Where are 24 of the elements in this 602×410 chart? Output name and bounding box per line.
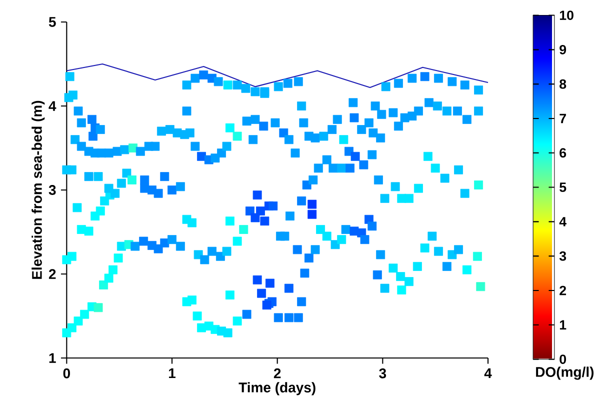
x-tick-label: 0 xyxy=(63,368,70,378)
color-bar-label: 1 xyxy=(560,320,566,330)
color-bar-label: 4 xyxy=(559,217,566,226)
y-tick-label: 2 xyxy=(48,269,56,279)
x-tick-label: 2 xyxy=(274,368,281,378)
x-tick-label: 4 xyxy=(484,368,492,378)
x-axis-title: Time (days) xyxy=(238,382,316,396)
y-tick-label: 1 xyxy=(49,353,56,363)
color-bar-label: 10 xyxy=(560,10,574,20)
color-bar-title: DO(mg/l) xyxy=(536,366,594,380)
x-tick-label: 3 xyxy=(379,368,386,378)
x-tick-label: 1 xyxy=(168,368,176,378)
color-bar-label: 5 xyxy=(560,182,566,192)
color-bar-label: 6 xyxy=(560,148,566,158)
y-axis-title: Elevation from sea-bed (m) xyxy=(32,100,45,279)
color-bar-label: 3 xyxy=(559,251,566,261)
y-tick-label: 4 xyxy=(48,101,56,111)
y-tick-label: 3 xyxy=(48,185,56,195)
color-bar-label: 9 xyxy=(560,44,566,54)
color-bar-label: 7 xyxy=(560,114,566,124)
color-bar-label: 8 xyxy=(560,79,566,89)
color-bar-label: 2 xyxy=(560,286,566,296)
color-bar-label: 0 xyxy=(560,354,566,364)
y-tick-label: 5 xyxy=(48,17,56,27)
